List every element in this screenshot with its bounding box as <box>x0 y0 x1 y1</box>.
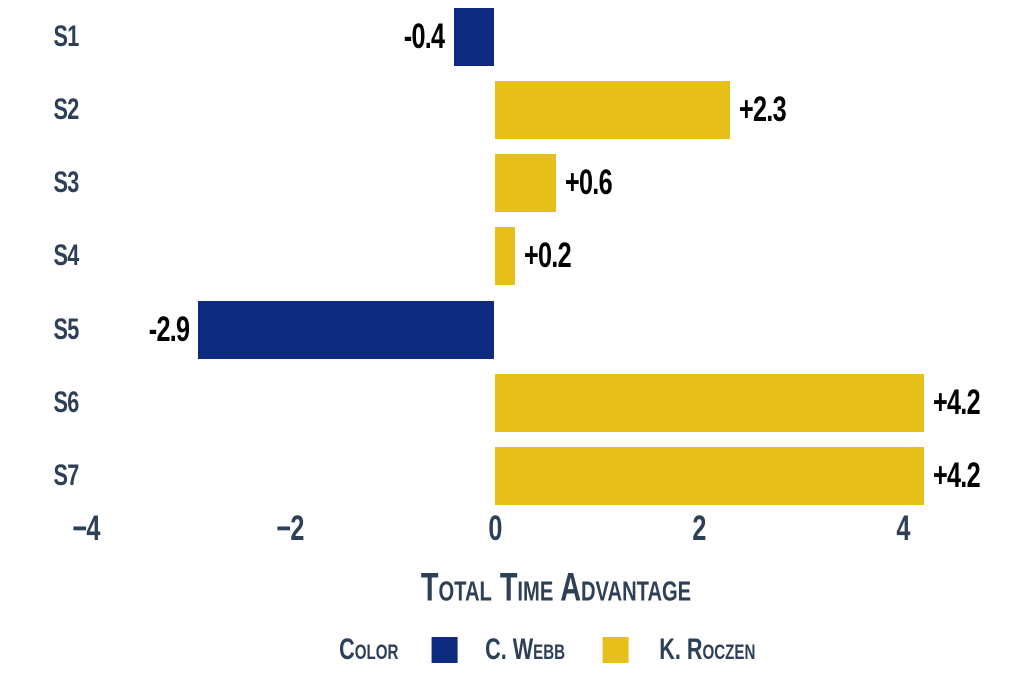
category-label-text: S1 <box>53 19 80 53</box>
legend-label-k-roczen: K. Roczen <box>659 633 756 666</box>
legend-label-c-webb: C. Webb <box>485 633 566 666</box>
category-label-s4: S4 <box>49 239 84 273</box>
legend-entry-k-roczen[interactable]: K. Roczen <box>602 633 775 667</box>
category-label-s5: S5 <box>49 313 84 347</box>
x-tick-0: 0 <box>485 509 503 549</box>
legend: Color C. Webb K. Roczen <box>328 633 775 667</box>
x-tick-neg4: −4 <box>67 509 105 549</box>
x-axis-title: Total Time Advantage <box>368 566 743 611</box>
x-axis-title-text: Total Time Advantage <box>420 565 692 610</box>
bar-s7[interactable] <box>494 447 924 506</box>
value-label-text: +0.6 <box>564 163 613 203</box>
value-label-text: -0.4 <box>404 16 445 56</box>
legend-title: Color <box>339 633 399 666</box>
x-tick-label: 0 <box>487 509 502 548</box>
value-label-text: +0.2 <box>523 236 572 276</box>
bar-s2[interactable] <box>494 80 730 139</box>
category-label-s2: S2 <box>49 93 84 127</box>
bar-s5[interactable] <box>198 300 495 359</box>
value-label-s5: -2.9 <box>133 309 190 350</box>
category-label-s6: S6 <box>49 386 84 420</box>
legend-swatch-c-webb[interactable] <box>431 637 458 663</box>
bar-s3[interactable] <box>494 154 556 213</box>
x-tick-2: 2 <box>690 509 708 549</box>
category-label-text: S5 <box>53 312 80 346</box>
value-label-s3: +0.6 <box>565 163 630 203</box>
bar-s6[interactable] <box>494 374 924 432</box>
value-label-s1: -0.4 <box>388 16 445 57</box>
value-label-s4: +0.2 <box>524 236 589 276</box>
x-tick-label: −4 <box>72 509 100 548</box>
category-label-text: S4 <box>53 239 80 273</box>
category-label-text: S2 <box>53 92 80 126</box>
value-label-s2: +2.3 <box>739 90 804 130</box>
legend-swatch-k-roczen[interactable] <box>602 637 629 663</box>
category-label-text: S7 <box>53 459 80 493</box>
value-label-text: +4.2 <box>932 383 981 422</box>
category-label-s7: S7 <box>49 459 84 493</box>
category-label-text: S3 <box>53 166 80 200</box>
x-tick-label: 4 <box>896 509 911 548</box>
category-label-s3: S3 <box>49 166 84 200</box>
value-label-s6: +4.2 <box>933 383 998 423</box>
legend-entry-c-webb[interactable]: C. Webb <box>431 633 581 667</box>
category-label-text: S6 <box>53 386 80 419</box>
value-label-s7: +4.2 <box>933 456 998 496</box>
x-tick-4: 4 <box>894 509 912 549</box>
bar-s1[interactable] <box>453 7 495 66</box>
x-tick-label: 2 <box>692 509 706 548</box>
value-label-text: -2.9 <box>148 309 190 349</box>
bar-s4[interactable] <box>494 227 515 286</box>
value-label-text: +2.3 <box>738 89 787 129</box>
x-tick-neg2: −2 <box>271 509 309 549</box>
x-tick-label: −2 <box>276 509 304 548</box>
value-label-text: +4.2 <box>932 456 981 496</box>
category-label-s1: S1 <box>49 20 84 54</box>
